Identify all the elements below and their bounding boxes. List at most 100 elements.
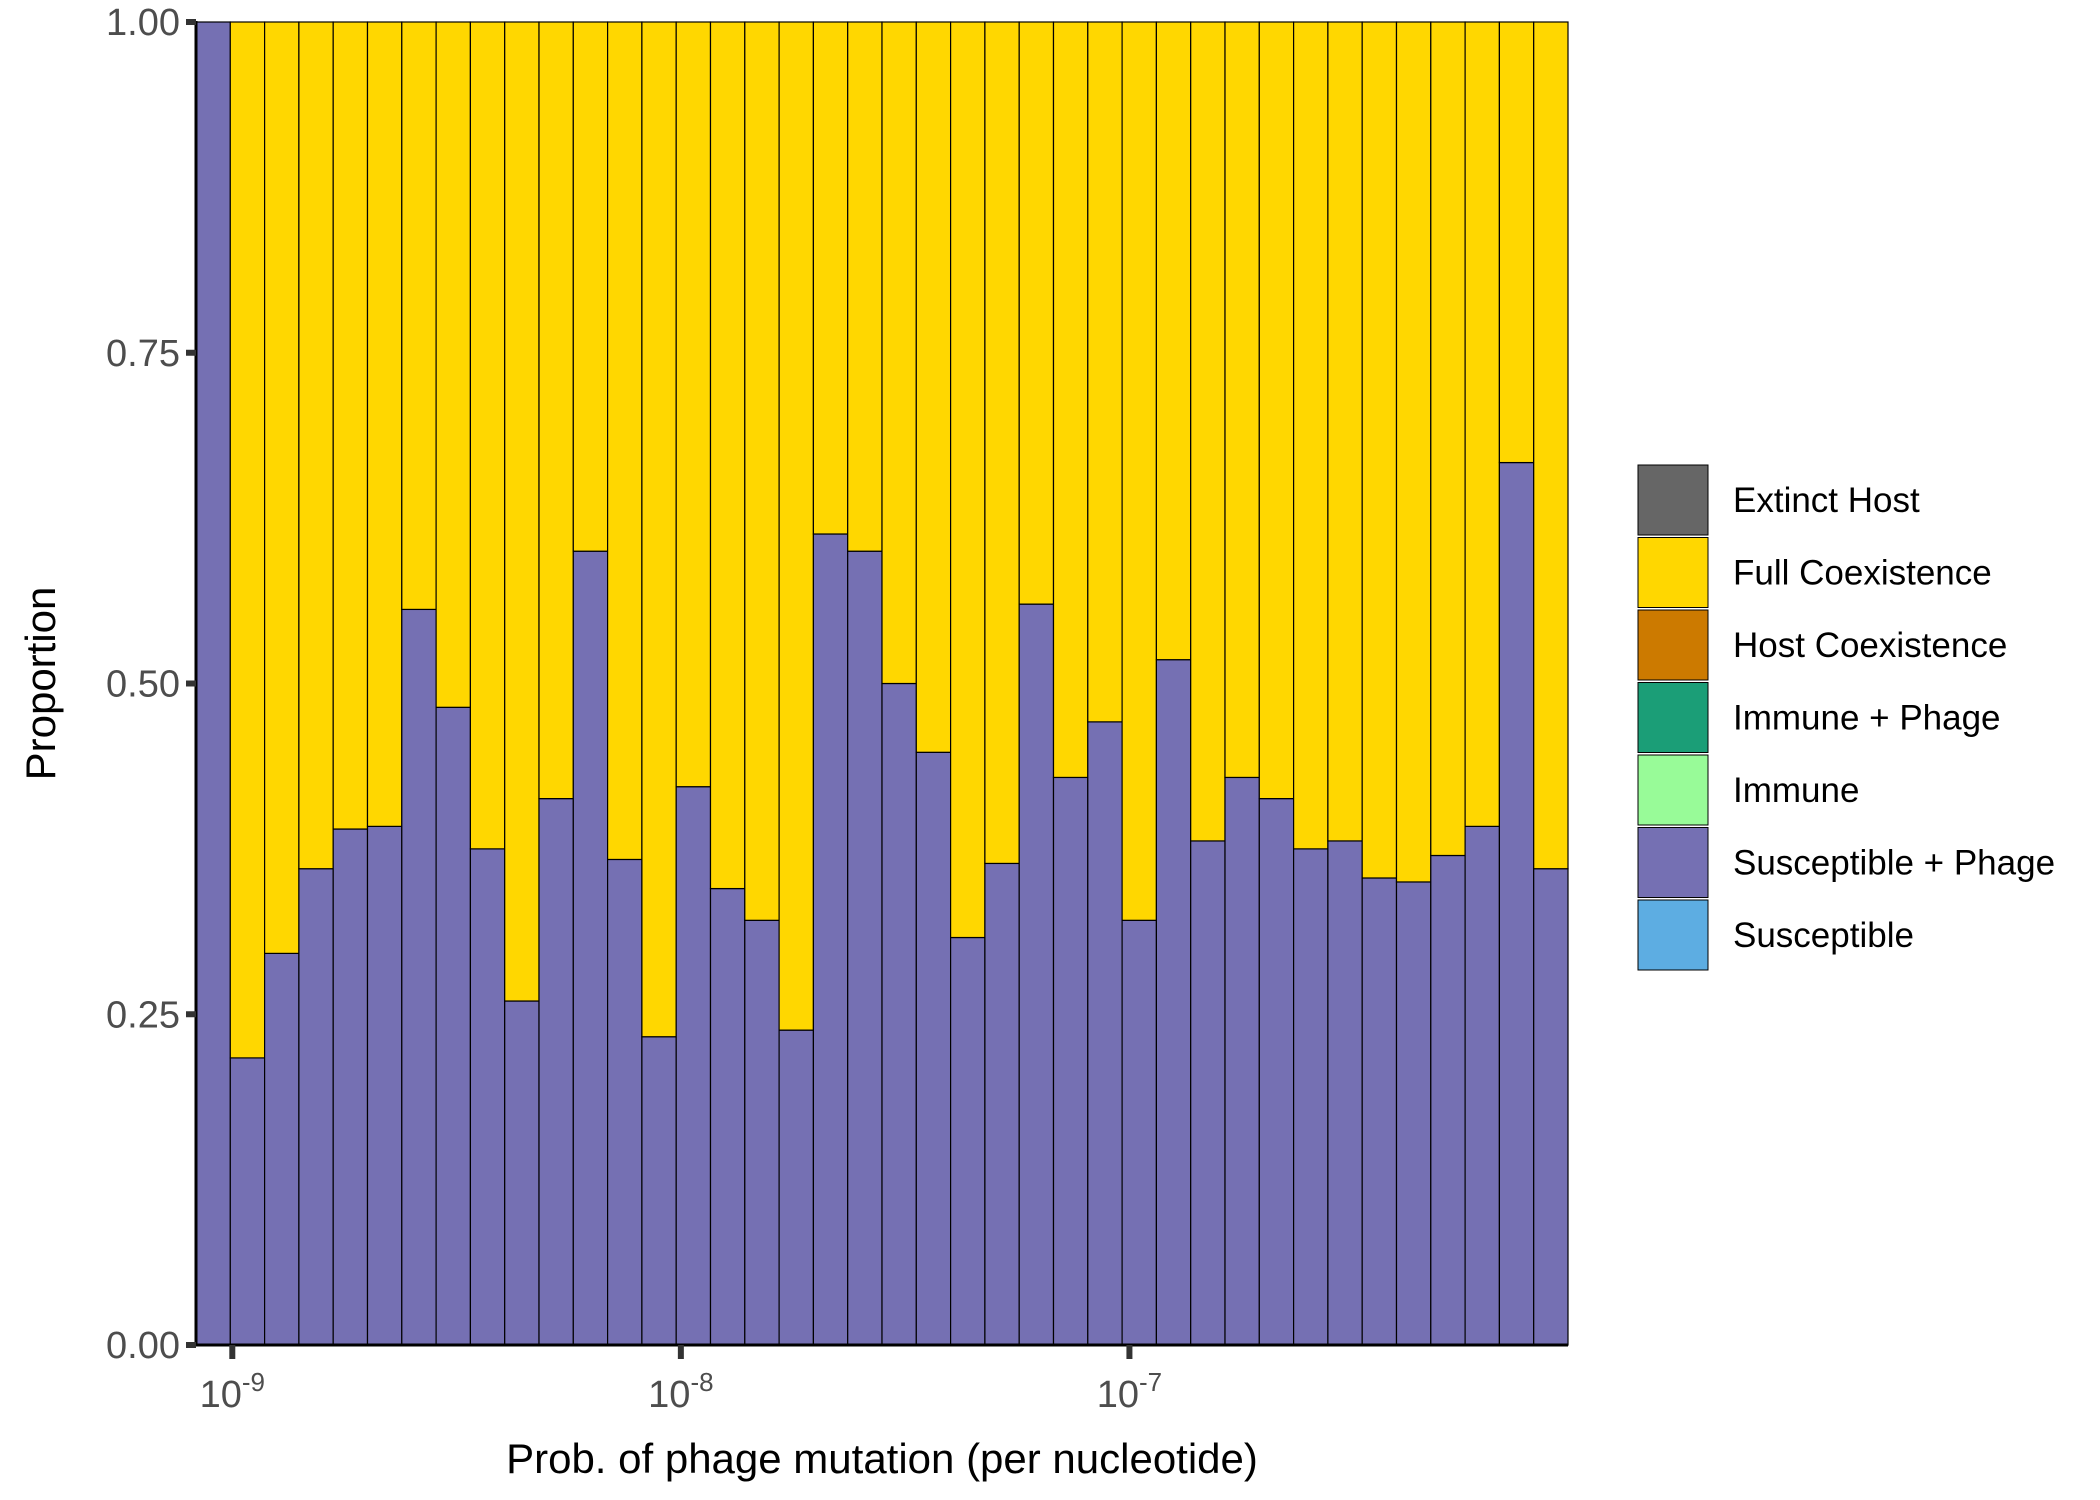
bar-full-coexistence-13 [606,21,643,861]
bar-susceptible-phage-14 [641,1036,677,1346]
bar-full-coexistence-22 [915,21,952,753]
bar-susceptible-phage-23 [949,936,986,1346]
bar-full-coexistence-10 [504,21,540,1002]
legend-label-host-coexistence: Host Coexistence [1733,626,2007,665]
bar-susceptible-phage-30 [1190,840,1226,1346]
y-tick-label: 0.75 [106,333,180,375]
bar-susceptible-phage-31 [1224,776,1260,1346]
bar-susceptible-phage-25 [1018,603,1055,1346]
legend-label-full-coexistence: Full Coexistence [1733,554,1992,593]
bar-susceptible-phage-11 [538,798,574,1346]
bar-full-coexistence-38 [1464,21,1500,827]
legend-swatch-immune-phage [1637,682,1709,753]
bar-susceptible-phage-34 [1327,840,1363,1346]
bar-susceptible-phage-3 [264,952,300,1346]
bar-full-coexistence-34 [1327,21,1363,842]
bar-susceptible-phage-32 [1258,798,1295,1346]
bar-full-coexistence-27 [1087,21,1123,723]
legend-swatch-full-coexistence [1637,537,1709,608]
legend-swatch-susceptible [1637,899,1709,971]
bar-full-coexistence-31 [1224,21,1260,779]
bar-full-coexistence-16 [709,21,746,890]
bar-full-coexistence-14 [641,21,677,1038]
legend-label-susceptible: Susceptible [1733,916,1914,955]
bars-group [195,21,1569,1346]
x-tick-label: 10-8 [648,1367,713,1416]
bar-full-coexistence-24 [984,21,1020,865]
bar-full-coexistence-8 [435,21,472,708]
bar-full-coexistence-19 [812,21,849,535]
x-tick-label: 10-7 [1097,1367,1162,1416]
bar-full-coexistence-39 [1498,21,1535,464]
bar-full-coexistence-23 [949,21,986,939]
bar-susceptible-phage-38 [1464,825,1500,1346]
bar-full-coexistence-7 [401,21,437,611]
bar-full-coexistence-15 [675,21,712,788]
legend-label-immune: Immune [1733,771,1859,810]
bar-susceptible-phage-18 [778,1029,814,1346]
bar-susceptible-phage-29 [1155,659,1192,1346]
bar-susceptible-phage-35 [1361,877,1398,1346]
bar-susceptible-phage-36 [1395,881,1432,1346]
legend-label-extinct-host: Extinct Host [1733,481,1920,520]
legend-swatch-immune [1637,754,1709,826]
bar-susceptible-phage-33 [1292,848,1329,1346]
bar-full-coexistence-12 [572,21,609,552]
bar-susceptible-phage-21 [881,682,917,1346]
bar-susceptible-phage-39 [1498,461,1535,1346]
bar-susceptible-phage-7 [401,608,437,1346]
bar-susceptible-phage-4 [298,868,334,1346]
bar-full-coexistence-35 [1361,21,1398,879]
bar-full-coexistence-26 [1052,21,1089,779]
x-ticks-group: 10-9 10-8 10-7 [200,1345,1162,1416]
bar-full-coexistence-32 [1258,21,1295,800]
bar-full-coexistence-40 [1533,21,1569,870]
bar-susceptible-phage-8 [435,706,472,1346]
bar-susceptible-phage-20 [847,550,883,1346]
bar-full-coexistence-9 [469,21,506,850]
bar-susceptible-phage-22 [915,751,952,1346]
bar-susceptible-phage-40 [1533,868,1569,1346]
legend-swatch-host-coexistence [1637,609,1709,681]
bar-susceptible-phage-9 [469,848,506,1346]
bar-susceptible-phage-37 [1430,854,1466,1346]
legend-label-immune-phage: Immune + Phage [1733,699,2001,738]
y-tick-label: 0.25 [106,994,180,1036]
bar-susceptible-phage-5 [332,828,369,1346]
x-tick-label: 10-9 [200,1367,265,1416]
bar-susceptible-phage-16 [709,887,746,1346]
bar-full-coexistence-6 [366,21,403,827]
bar-full-coexistence-4 [298,21,334,870]
bar-full-coexistence-17 [744,21,780,921]
bar-full-coexistence-3 [264,21,300,954]
bar-full-coexistence-30 [1190,21,1226,842]
legend-label-susceptible-phage: Susceptible + Phage [1733,844,2055,883]
bar-susceptible-phage-17 [744,919,780,1346]
y-tick-label: 1.00 [106,2,180,44]
bar-full-coexistence-29 [1155,21,1192,661]
bar-full-coexistence-36 [1395,21,1432,883]
bar-susceptible-phage-10 [504,1000,540,1346]
bar-full-coexistence-5 [332,21,369,830]
y-tick-label: 0.00 [106,1325,180,1367]
bar-susceptible-phage-28 [1121,919,1157,1346]
bar-full-coexistence-28 [1121,21,1157,921]
bar-susceptible-phage-24 [984,862,1020,1346]
bar-full-coexistence-37 [1430,21,1466,857]
bar-full-coexistence-18 [778,21,814,1031]
bar-susceptible-phage-15 [675,786,712,1346]
bar-susceptible-phage-1 [195,21,231,1346]
legend-swatch-extinct-host [1637,464,1709,536]
bar-full-coexistence-20 [847,21,883,552]
bar-full-coexistence-2 [229,21,266,1059]
bar-full-coexistence-25 [1018,21,1055,605]
y-tick-label: 0.50 [106,664,180,706]
x-axis-title: Prob. of phage mutation (per nucleotide) [506,1435,1258,1482]
y-axis-title: Proportion [17,587,64,781]
bar-susceptible-phage-19 [812,533,849,1346]
bar-susceptible-phage-26 [1052,776,1089,1346]
bar-susceptible-phage-6 [366,825,403,1346]
bar-susceptible-phage-13 [606,858,643,1346]
bar-full-coexistence-11 [538,21,574,800]
